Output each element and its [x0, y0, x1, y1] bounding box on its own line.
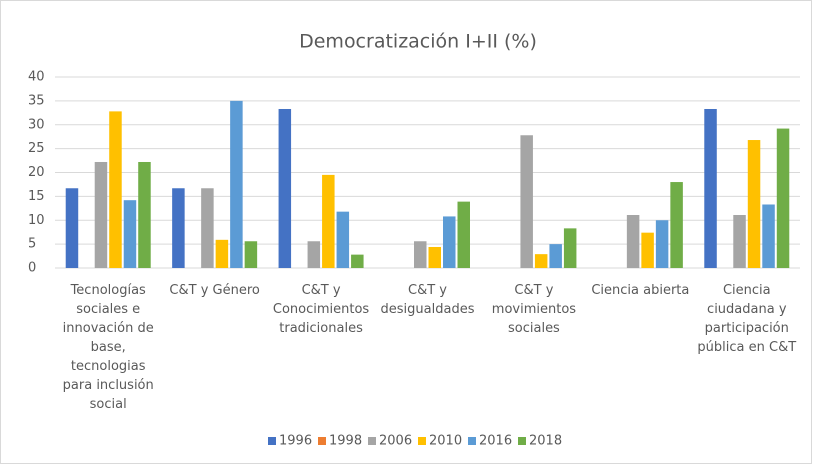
bar: [138, 161, 151, 268]
bar: [520, 135, 533, 268]
bar: [215, 239, 229, 268]
bar: [443, 216, 456, 268]
bar: [230, 100, 243, 268]
legend-swatch: [368, 437, 376, 445]
bar: [733, 214, 746, 268]
y-tick-label: 25: [28, 141, 45, 156]
y-tick-label: 40: [28, 70, 45, 85]
bar: [534, 254, 548, 268]
legend-label: 2006: [379, 434, 412, 449]
bar: [776, 128, 790, 268]
y-tick-label: 20: [28, 165, 45, 180]
legend-swatch: [418, 437, 426, 445]
bar: [322, 174, 335, 268]
legend-swatch: [518, 437, 526, 445]
bar: [428, 246, 441, 268]
x-tick-label: Ciencia abierta: [591, 283, 690, 298]
bar: [351, 254, 364, 268]
x-tick-label: C&T y desigualdades: [380, 283, 475, 317]
bar: [123, 200, 137, 268]
bar: [65, 188, 79, 268]
x-tick-label: C&T y Conocimientos tradicionales: [272, 283, 370, 336]
bar: [414, 241, 427, 268]
legend-label: 2010: [429, 434, 462, 449]
bar: [704, 108, 717, 269]
x-tick-label: C&T y movimientos sociales: [491, 283, 577, 336]
bar: [655, 220, 669, 268]
bar: [172, 188, 185, 268]
y-tick-label: 30: [28, 117, 45, 132]
legend-swatch: [268, 437, 276, 445]
legend-swatch: [468, 437, 476, 445]
chart-title: Democratización I+II (%): [299, 31, 537, 53]
bar: [626, 214, 640, 268]
y-tick-label: 15: [28, 189, 45, 204]
bar: [201, 188, 214, 268]
bar: [563, 228, 577, 268]
x-tick-label: Tecnologías sociales e innovación de bas…: [62, 283, 154, 412]
bar: [457, 201, 470, 268]
bar: [549, 244, 562, 268]
legend-label: 2016: [479, 434, 512, 449]
bar: [336, 211, 350, 268]
legend-label: 1996: [279, 434, 312, 449]
legend-swatch: [318, 437, 326, 445]
bar: [109, 111, 122, 268]
y-tick-label: 10: [28, 213, 45, 228]
x-tick-label: Ciencia ciudadana y participación públic…: [697, 283, 797, 355]
y-tick-label: 35: [28, 93, 45, 108]
y-tick-label: 5: [28, 237, 36, 252]
bar: [641, 232, 654, 268]
bar: [670, 182, 683, 268]
bar: [244, 241, 258, 268]
legend-label: 1998: [329, 434, 362, 449]
x-tick-label: C&T y Género: [169, 283, 260, 298]
bar: [94, 161, 108, 268]
bar: [307, 241, 321, 268]
legend-label: 2018: [529, 434, 562, 449]
bar: [747, 140, 761, 268]
bar: [278, 108, 292, 269]
y-tick-label: 0: [28, 261, 36, 276]
bar: [762, 204, 775, 268]
